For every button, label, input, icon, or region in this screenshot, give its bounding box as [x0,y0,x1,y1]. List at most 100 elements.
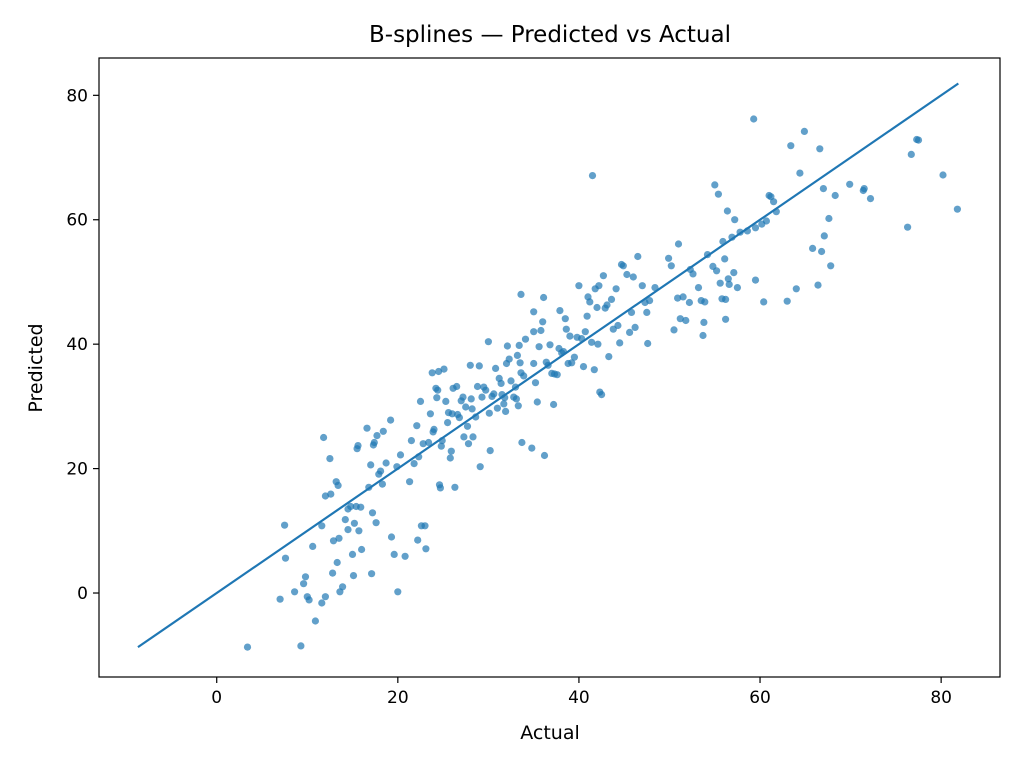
data-point [462,403,470,411]
data-point [305,596,313,604]
data-point [329,537,338,545]
plot-frame [98,57,1001,678]
data-point [535,343,543,351]
data-point [311,617,319,625]
data-point [605,353,613,361]
x-tick-label: 20 [387,688,409,708]
data-point [939,171,947,179]
data-point [646,297,654,305]
data-point [382,459,390,467]
data-point [406,478,414,486]
data-point [507,377,515,385]
data-point [428,369,436,377]
data-point [513,351,522,359]
data-point [629,273,637,281]
chart-title: B-splines — Predicted vs Actual [369,22,731,48]
data-point [426,410,434,418]
data-point [827,262,835,270]
data-point [379,427,387,435]
data-point [433,394,441,402]
data-point [820,232,828,240]
data-point [816,145,824,153]
data-point [490,390,498,398]
data-point [468,405,476,413]
data-point [674,294,682,302]
reference-line-group [137,82,959,649]
data-point [276,595,284,603]
data-point [588,338,596,346]
data-point [492,364,500,372]
data-point [414,536,422,544]
data-point [422,545,430,553]
data-point [355,527,363,535]
data-point [419,440,427,448]
data-point [367,461,375,469]
y-tick-label: 20 [66,460,88,480]
data-point [730,269,738,277]
data-point [518,438,526,447]
data-point [819,185,828,193]
data-point [469,433,477,441]
x-tick-label: 60 [749,688,771,708]
data-point [407,437,415,445]
data-point [373,432,381,440]
data-point [701,298,709,306]
data-point [562,325,570,333]
data-point [711,181,719,189]
y-tick-label: 60 [66,211,88,231]
data-point [583,312,591,320]
data-point [723,207,732,215]
data-point [699,331,707,340]
data-point [750,115,758,123]
data-point [464,440,473,448]
data-point [716,279,724,287]
data-point [638,282,646,290]
y-tick-label: 0 [77,584,88,604]
data-point [724,275,732,283]
data-point [566,332,574,340]
data-point [467,395,475,403]
data-point [297,642,305,650]
data-point [318,599,326,607]
x-axis-ticks: 0 20 40 60 80 [211,677,952,708]
data-point [517,290,525,298]
data-point [607,295,616,303]
data-point [413,422,421,430]
data-point [619,262,627,270]
data-point [321,492,329,500]
data-point [550,400,558,409]
data-point [455,414,463,422]
data-point [281,521,289,529]
data-point [674,240,683,248]
data-point [514,402,522,410]
data-point [368,509,377,517]
data-point [463,422,472,430]
data-point [357,503,365,511]
data-point [561,315,569,323]
data-point [387,416,395,424]
data-point [436,484,444,492]
data-point [603,301,611,309]
data-point [713,267,721,275]
data-point [590,366,598,374]
data-point [335,534,343,542]
data-point [460,433,468,441]
data-point [556,307,564,315]
data-point [540,451,549,460]
data-point [448,410,456,418]
data-point [667,262,675,270]
data-point [329,569,337,577]
data-point [341,516,349,524]
data-point [493,404,501,412]
data-point [586,298,594,306]
data-point [521,335,530,343]
data-point [459,393,467,401]
data-point [731,216,739,224]
data-point [349,572,358,580]
data-point [502,407,510,415]
data-point [530,359,538,368]
data-point [685,298,694,307]
data-point [568,359,576,367]
data-point [466,361,474,369]
data-point [689,270,697,278]
